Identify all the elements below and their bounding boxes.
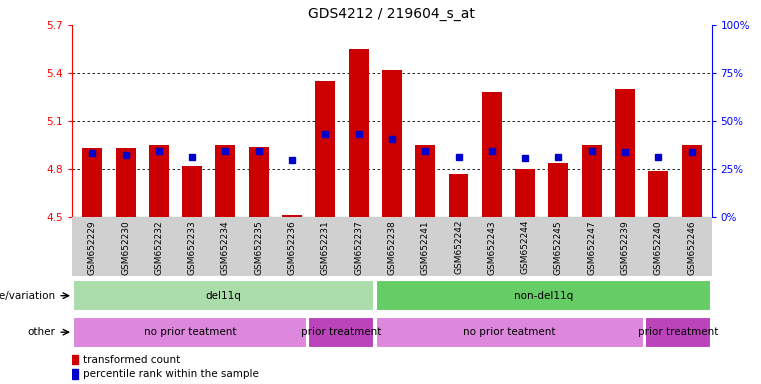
Bar bbox=[515, 169, 535, 217]
Text: GSM652238: GSM652238 bbox=[387, 220, 396, 275]
Bar bbox=[249, 147, 269, 217]
Bar bbox=[615, 89, 635, 217]
Text: GSM652239: GSM652239 bbox=[620, 220, 629, 275]
Bar bbox=[416, 145, 435, 217]
Text: GSM652246: GSM652246 bbox=[687, 220, 696, 275]
Bar bbox=[182, 166, 202, 217]
Text: GSM652234: GSM652234 bbox=[221, 220, 230, 275]
Text: GSM652244: GSM652244 bbox=[521, 220, 530, 275]
Text: transformed count: transformed count bbox=[84, 354, 180, 364]
Text: no prior teatment: no prior teatment bbox=[144, 327, 237, 337]
Text: GSM652243: GSM652243 bbox=[487, 220, 496, 275]
Bar bbox=[82, 148, 102, 217]
Title: GDS4212 / 219604_s_at: GDS4212 / 219604_s_at bbox=[308, 7, 476, 21]
Text: GSM652237: GSM652237 bbox=[354, 220, 363, 275]
Text: no prior teatment: no prior teatment bbox=[463, 327, 556, 337]
Text: del11q: del11q bbox=[205, 291, 242, 301]
Text: GSM652236: GSM652236 bbox=[288, 220, 297, 275]
Text: GSM652240: GSM652240 bbox=[654, 220, 663, 275]
Bar bbox=[72, 369, 78, 379]
Text: GSM652229: GSM652229 bbox=[88, 220, 97, 275]
Text: other: other bbox=[27, 327, 56, 337]
Bar bbox=[645, 316, 711, 348]
Text: prior treatment: prior treatment bbox=[638, 327, 718, 337]
Bar bbox=[215, 145, 235, 217]
Text: GSM652242: GSM652242 bbox=[454, 220, 463, 275]
Text: percentile rank within the sample: percentile rank within the sample bbox=[84, 369, 260, 379]
Bar bbox=[349, 49, 368, 217]
Text: GSM652245: GSM652245 bbox=[554, 220, 563, 275]
Text: GSM652231: GSM652231 bbox=[321, 220, 330, 275]
Text: genotype/variation: genotype/variation bbox=[0, 291, 56, 301]
Bar bbox=[581, 145, 602, 217]
Bar bbox=[682, 145, 702, 217]
Bar bbox=[149, 145, 169, 217]
Bar bbox=[549, 162, 568, 217]
Bar bbox=[648, 170, 668, 217]
Bar bbox=[72, 355, 78, 364]
Bar bbox=[448, 174, 469, 217]
Bar bbox=[376, 316, 644, 348]
Bar bbox=[315, 81, 336, 217]
Text: non-del11q: non-del11q bbox=[514, 291, 573, 301]
Text: GSM652232: GSM652232 bbox=[154, 220, 164, 275]
Bar bbox=[308, 316, 374, 348]
Bar bbox=[282, 215, 302, 217]
Bar bbox=[382, 70, 402, 217]
Bar bbox=[482, 92, 501, 217]
Bar bbox=[116, 148, 135, 217]
Text: GSM652247: GSM652247 bbox=[587, 220, 596, 275]
Bar bbox=[376, 280, 711, 311]
Text: GSM652235: GSM652235 bbox=[254, 220, 263, 275]
Text: prior treatment: prior treatment bbox=[301, 327, 381, 337]
Text: GSM652233: GSM652233 bbox=[188, 220, 196, 275]
Bar bbox=[73, 280, 374, 311]
Text: GSM652230: GSM652230 bbox=[121, 220, 130, 275]
Text: GSM652241: GSM652241 bbox=[421, 220, 430, 275]
Bar bbox=[73, 316, 307, 348]
